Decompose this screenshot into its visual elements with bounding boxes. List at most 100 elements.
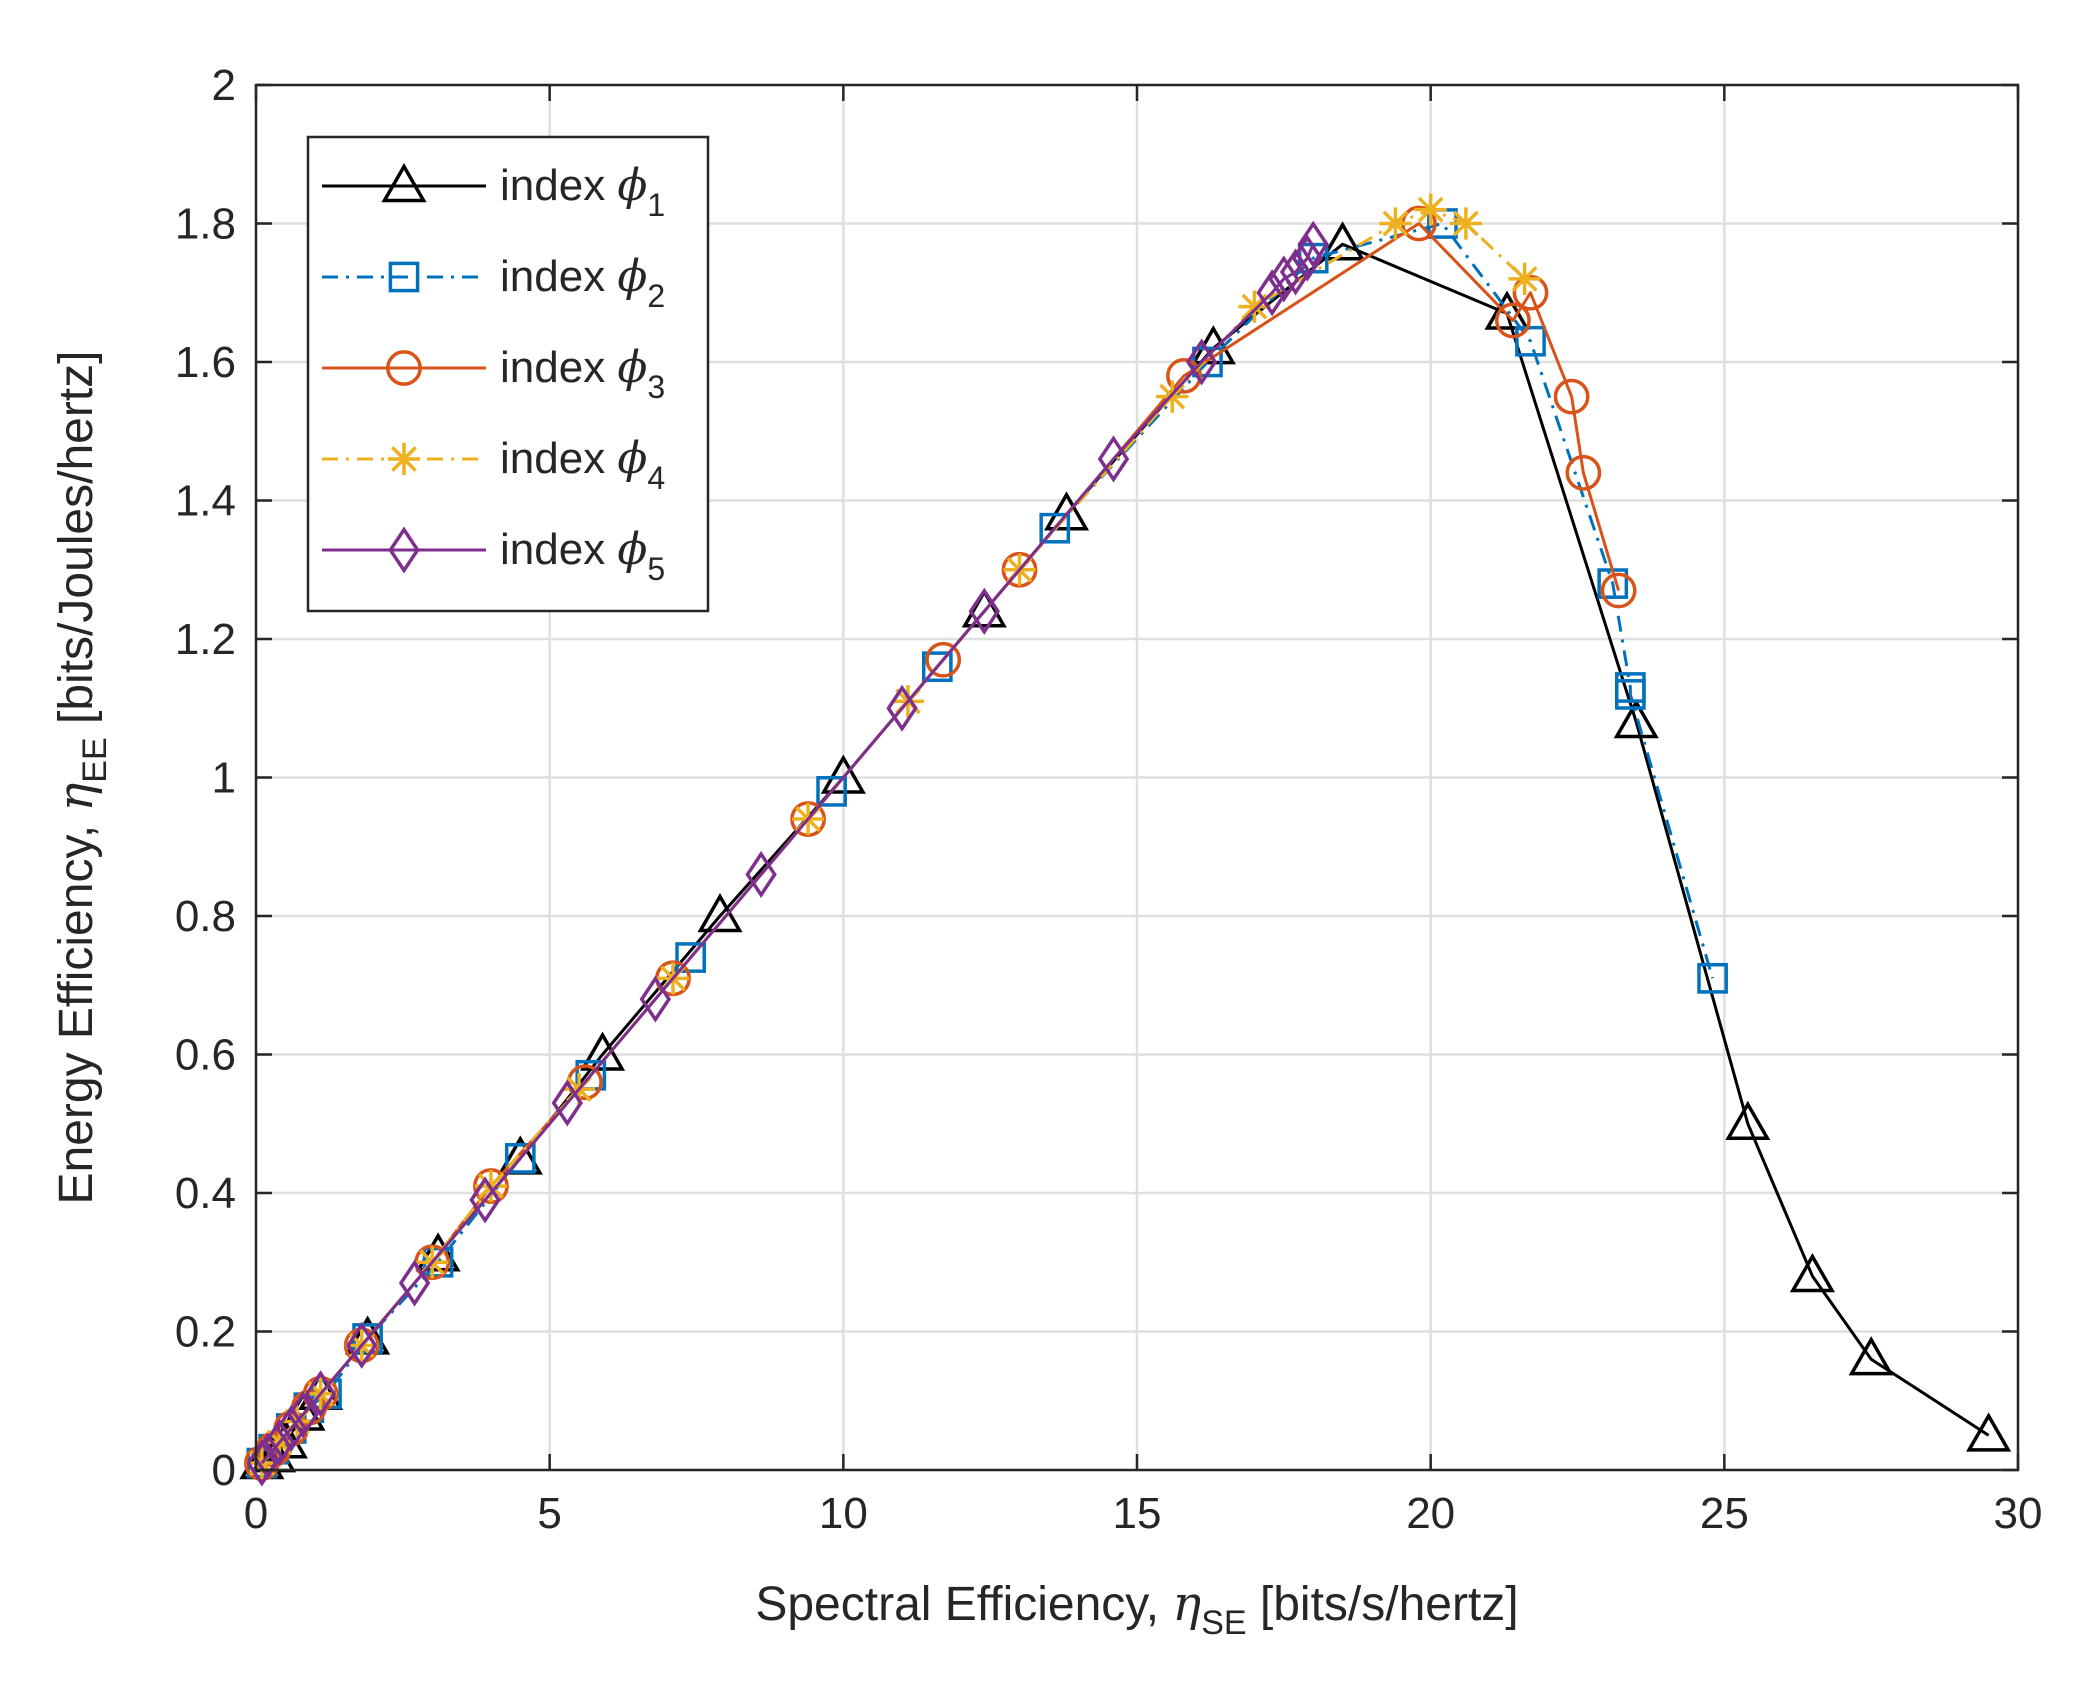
legend-box [306,135,710,613]
marker-square [1615,679,1646,710]
legend-label-subscript: 4 [647,460,665,496]
series-layer [239,193,2012,1487]
marker-asterisk-stroke [1511,266,1538,292]
y-tick-label: 1.8 [175,200,236,249]
legend-entry: index ϕ3 [322,342,665,405]
marker-triangle [1043,491,1090,531]
marker-square [921,651,953,683]
marker-diamond [346,1321,378,1369]
legend-label: index ϕ1 [500,160,665,223]
marker-triangle [381,162,427,203]
marker-triangle [1725,1100,1771,1140]
marker-diamond [304,1370,337,1418]
marker-diamond [263,1418,296,1466]
marker-triangle [961,588,1007,628]
y-tick-label: 0.8 [175,892,236,941]
marker-square [1039,512,1071,544]
legend-label: index ϕ2 [500,251,665,314]
x-tick-label: 10 [819,1489,868,1538]
marker-diamond [745,850,777,899]
marker-square [675,942,706,973]
marker-circle [1494,302,1531,339]
marker-diamond [1291,234,1324,282]
legend-label: index ϕ3 [500,342,665,405]
y-tick-label: 0.6 [175,1031,236,1080]
legend-label-subscript: 1 [647,187,665,223]
marker-square [816,776,847,807]
marker-asterisk-stroke [1382,210,1409,237]
marker-diamond [275,1404,307,1453]
marker-square [1697,962,1728,994]
marker-asterisk [1508,262,1541,296]
marker-circle [1553,378,1590,415]
marker-triangle [820,754,866,794]
x-tick-label: 20 [1406,1489,1455,1538]
marker-diamond [1256,269,1288,317]
legend-label-symbol: ϕ [617,160,647,211]
x-axis-title: Spectral Efficiency, ηSE [bits/s/hertz] [755,1576,1518,1642]
legend-label-name: index [500,434,617,483]
legend-label: index ϕ4 [500,433,665,496]
y-tick-label: 0.4 [175,1169,236,1218]
legend-label-symbol: ϕ [617,342,647,393]
legend-entry: index ϕ4 [322,433,665,496]
marker-circle [925,641,962,678]
marker-diamond [469,1176,501,1224]
legend-label: index ϕ5 [500,524,665,587]
y-tick-label: 0.2 [175,1308,236,1357]
x-tick-label: 15 [1113,1489,1162,1538]
marker-asterisk-stroke [1417,196,1444,223]
y-axis-title: Energy Efficiency, ηEE [bits/Joules/hert… [48,350,114,1204]
marker-asterisk [1414,193,1447,226]
y-tick-label: 1.4 [175,477,236,526]
marker-circle [386,350,422,386]
marker-diamond [287,1391,319,1439]
y-tick-label: 1.2 [175,615,236,664]
legend-entry: index ϕ1 [322,160,665,223]
y-tick-label: 1.6 [175,338,236,387]
legend-label-symbol: ϕ [617,524,647,575]
y-tick-label: 1 [212,754,236,803]
legend-label-name: index [500,343,617,392]
marker-diamond [639,975,672,1023]
marker-triangle [1848,1336,1894,1376]
marker-asterisk [1379,207,1412,240]
marker-diamond [968,587,1000,635]
marker-triangle [1789,1253,1836,1293]
marker-circle [1166,357,1202,394]
marker-diamond [1297,220,1329,268]
marker-diamond [1097,435,1130,483]
marker-triangle [1319,221,1366,261]
marker-square [504,1143,536,1174]
marker-asterisk [1449,207,1483,240]
marker-circle [1512,274,1549,311]
legend-label-name: index [500,525,617,574]
x-tick-label: 25 [1700,1489,1749,1538]
marker-diamond [551,1079,583,1127]
marker-diamond [1185,338,1218,386]
marker-asterisk-stroke [391,446,417,472]
x-tick-label: 0 [244,1489,268,1538]
legend-label-name: index [500,161,617,210]
legend-label-name: index [500,252,617,301]
marker-asterisk [387,442,421,476]
legend-label-symbol: ϕ [617,251,647,302]
series-5 [246,220,1329,1487]
marker-diamond [1268,255,1300,303]
legend-entry: index ϕ5 [322,524,665,587]
marker-triangle [1484,290,1530,330]
legend-label-subscript: 3 [647,369,665,405]
legend-entry: index ϕ2 [322,251,665,314]
legend-label-subscript: 5 [647,551,665,587]
x-tick-label: 5 [537,1489,561,1538]
marker-diamond [388,526,420,574]
marker-square [388,261,420,293]
legend-label-symbol: ϕ [617,433,647,484]
marker-diamond [252,1432,284,1480]
marker-diamond [886,684,918,732]
marker-triangle [1966,1412,2012,1452]
marker-triangle [1613,699,1659,739]
